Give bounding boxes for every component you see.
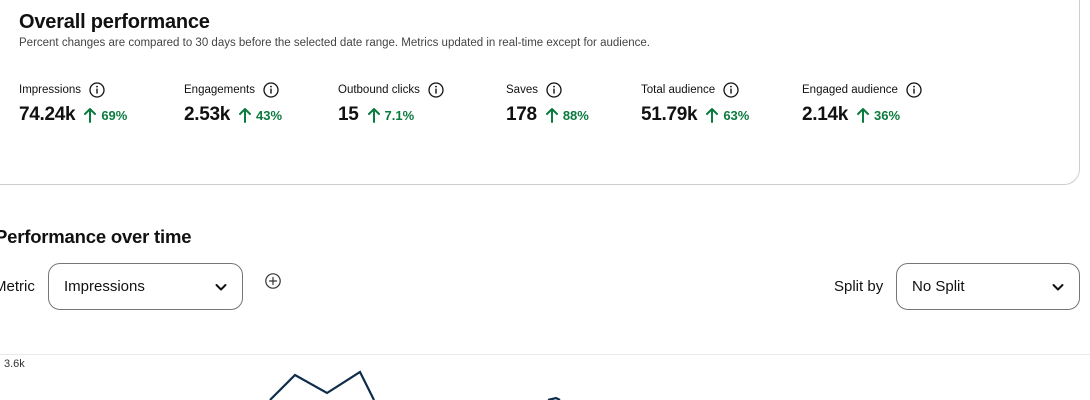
metric-change-percent: 36% xyxy=(874,107,901,123)
metric-dropdown[interactable]: Impressions xyxy=(48,263,243,310)
metric-value: 178 xyxy=(506,104,537,125)
metric-value: 74.24k xyxy=(19,104,76,125)
metric-value: 51.79k xyxy=(641,104,698,125)
overall-performance-title: Overall performance xyxy=(19,11,210,33)
performance-chart: 3.6k xyxy=(0,354,1090,400)
metric-label: Outbound clicks xyxy=(338,84,420,96)
metric-saves: Saves 178 88% xyxy=(506,81,589,126)
metric-change-percent: 88% xyxy=(562,107,589,123)
metric-change: 7.1% xyxy=(367,107,415,123)
metric-dropdown-value: Impressions xyxy=(64,278,145,295)
metric-change: 69% xyxy=(83,107,127,123)
metric-change: 88% xyxy=(545,107,589,123)
info-icon[interactable] xyxy=(546,82,562,98)
info-icon[interactable] xyxy=(89,82,105,98)
metric-label: Saves xyxy=(506,84,538,96)
info-icon[interactable] xyxy=(723,82,739,98)
add-metric-icon[interactable] xyxy=(264,272,282,290)
metric-label: Total audience xyxy=(641,84,716,96)
metric-engaged-audience: Engaged audience 2.14k 36% xyxy=(802,81,922,126)
metric-impressions: Impressions 74.24k 69% xyxy=(19,81,127,126)
impressions-series-line xyxy=(269,370,375,400)
impressions-series-line-segment xyxy=(547,396,561,400)
split-by-dropdown[interactable]: No Split xyxy=(896,263,1080,310)
metric-outbound-clicks: Outbound clicks 15 7.1% xyxy=(338,81,444,126)
metric-change: 43% xyxy=(238,107,282,123)
up-arrow-icon xyxy=(856,107,870,123)
metric-total-audience: Total audience 51.79k 63% xyxy=(641,81,749,126)
metric-label: Engagements xyxy=(184,84,255,96)
metric-label: Engaged audience xyxy=(802,84,898,96)
chevron-down-icon xyxy=(214,280,228,294)
chart-line-svg xyxy=(269,370,561,400)
up-arrow-icon xyxy=(83,107,97,123)
up-arrow-icon xyxy=(238,107,252,123)
chevron-down-icon xyxy=(1051,280,1065,294)
overall-performance-subtitle: Percent changes are compared to 30 days … xyxy=(19,37,650,49)
up-arrow-icon xyxy=(545,107,559,123)
up-arrow-icon xyxy=(705,107,719,123)
metric-select-label: Metric xyxy=(0,278,35,295)
metric-engagements: Engagements 2.53k 43% xyxy=(184,81,282,126)
info-icon[interactable] xyxy=(906,82,922,98)
y-axis-tick-label: 3.6k xyxy=(4,358,25,370)
metric-change-percent: 43% xyxy=(256,107,283,123)
chart-gridline xyxy=(0,354,1090,355)
metric-value: 2.53k xyxy=(184,104,231,125)
metric-change-percent: 7.1% xyxy=(384,107,415,123)
metric-change: 63% xyxy=(705,107,749,123)
split-by-dropdown-value: No Split xyxy=(912,278,965,295)
metric-value: 2.14k xyxy=(802,104,849,125)
metric-change-percent: 69% xyxy=(101,107,128,123)
metric-value: 15 xyxy=(338,104,359,125)
info-icon[interactable] xyxy=(428,82,444,98)
metric-change-percent: 63% xyxy=(723,107,750,123)
up-arrow-icon xyxy=(367,107,381,123)
split-by-label: Split by xyxy=(834,278,884,295)
metric-change: 36% xyxy=(856,107,900,123)
info-icon[interactable] xyxy=(263,82,279,98)
performance-over-time-title: Performance over time xyxy=(0,226,192,247)
metric-label: Impressions xyxy=(19,84,81,96)
overall-performance-card xyxy=(0,0,1080,185)
